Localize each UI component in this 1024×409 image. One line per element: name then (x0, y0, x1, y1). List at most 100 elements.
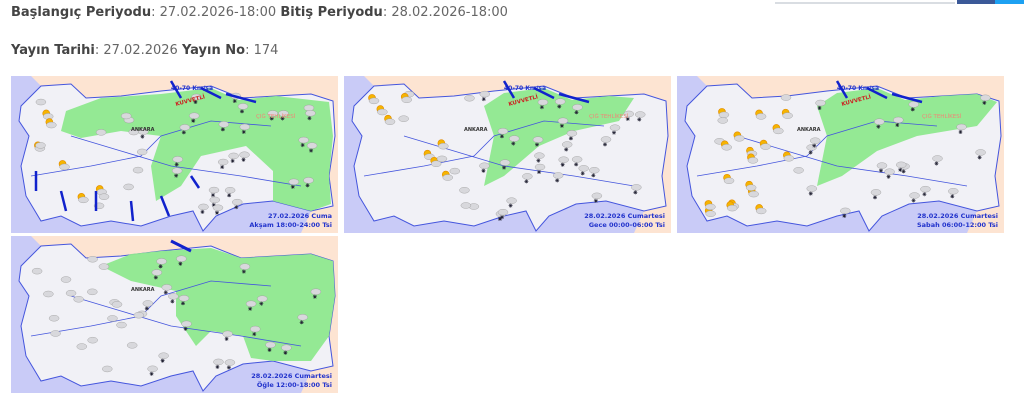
pub-date-value: 27.02.2026 (103, 43, 178, 58)
forecast-map-3[interactable]: ANKARA 40-70 Km/sa KUVVETLİ ÇIĞ TEHLİKESİ 2… (677, 76, 1004, 233)
snow-icon (812, 143, 817, 148)
start-label: Başlangıç Periyodu (11, 5, 152, 20)
snow-icon (633, 190, 638, 195)
pub-no-label: Yayın No (181, 43, 246, 58)
twitter-share-button[interactable] (995, 0, 1024, 4)
snow-icon (872, 195, 877, 200)
cloud-icon (123, 183, 134, 191)
facebook-share-button[interactable] (957, 0, 995, 4)
city-label-ankara: ANKARA (797, 127, 821, 133)
snow-icon (174, 173, 179, 178)
cloud-icon (250, 325, 261, 333)
cloud-icon (537, 99, 549, 106)
wind-arrow-icon (170, 239, 192, 253)
wind-arrow-icon (189, 175, 201, 189)
cloud-icon (60, 276, 72, 283)
snow-icon (307, 116, 312, 121)
cloud-icon (780, 94, 792, 101)
partly-cloudy-icon (727, 204, 738, 212)
forecast-map-2[interactable]: ANKARA 40-70 Km/sa KUVVETLİ ÇIĞ TEHLİKESİ 2… (344, 76, 671, 233)
cloud-icon (209, 196, 220, 204)
wind-arrow-icon (59, 190, 68, 212)
snow-icon (211, 202, 216, 207)
neighbor-countries (11, 236, 338, 393)
cloud-icon (35, 142, 46, 149)
snow-icon (911, 198, 916, 203)
cloud-icon (212, 204, 224, 211)
cloud-icon (460, 202, 472, 209)
cloud-icon (297, 314, 308, 321)
forecast-map-1[interactable]: ANKARA 40-70 Km/sa KUVVETLİ ÇIĞ TEHLİKESİ 2… (11, 76, 338, 233)
cloud-icon (464, 95, 475, 102)
snow-icon (934, 161, 939, 166)
cloud-icon (948, 188, 959, 195)
snow-icon (170, 299, 175, 304)
cloud-icon (555, 98, 566, 105)
map-date: 28.02.2026 Cumartesi (917, 212, 998, 220)
avalanche-warning-label: ÇIĞ TEHLİKESİ (589, 113, 629, 120)
cloud-icon (151, 269, 163, 276)
cloud-icon (552, 172, 564, 179)
snow-icon (220, 127, 225, 132)
snow-icon (211, 193, 216, 198)
end-label: Bitiş Periyodu (280, 5, 383, 20)
cloud-icon (239, 151, 250, 158)
cloud-icon (896, 161, 907, 169)
region-border (363, 120, 605, 177)
cloud-icon (198, 203, 209, 211)
partly-cloudy-icon (755, 207, 767, 215)
snow-icon (625, 116, 630, 121)
snow-icon (241, 157, 246, 162)
cloud-icon (136, 148, 148, 156)
snow-icon (269, 116, 274, 121)
cloud-icon (178, 295, 190, 302)
cloud-icon (908, 101, 919, 108)
snow-icon (153, 275, 158, 280)
map-caption: 28.02.2026 Cumartesi Sabah 06:00-12:00 Ts… (917, 212, 998, 230)
cloud-icon (218, 121, 230, 128)
snow-icon (508, 203, 513, 208)
warning-area (484, 88, 634, 186)
cloud-icon (558, 156, 569, 163)
cloud-icon (497, 208, 509, 216)
wind-arrow-icon (835, 80, 849, 99)
start-value: 27.02.2026-18:00 (159, 5, 277, 20)
cloud-icon (65, 289, 77, 297)
snow-icon (637, 117, 642, 122)
cloud-icon (534, 163, 546, 171)
publication-info: Yayın Tarihi: 27.02.2026 Yayın No: 174 (11, 43, 279, 58)
snow-icon (227, 193, 232, 198)
cloud-icon (158, 352, 169, 359)
cloud-icon (479, 162, 490, 169)
snow-icon (593, 198, 598, 203)
cloud-icon (95, 129, 107, 136)
partly-cloudy-icon (46, 121, 57, 129)
cloud-icon (98, 263, 110, 270)
partly-cloudy-icon (705, 203, 716, 211)
cloud-icon (499, 159, 511, 166)
wind-speed-label: 40-70 Km/sa (504, 85, 546, 92)
map-period: Akşam 18:00-24:00 Tsi (249, 221, 332, 229)
map-date: 28.02.2026 Cumartesi (584, 212, 665, 220)
cloud-icon (239, 123, 251, 131)
forecast-map-4[interactable]: ANKARA 28.02.2026 Cumartesi Öğle 12:00-18… (11, 236, 338, 393)
wind-arrow-icon (225, 92, 257, 104)
warning-area (817, 88, 997, 186)
cloud-icon (303, 104, 315, 112)
wind-arrow-icon (169, 80, 183, 99)
cloud-icon (893, 116, 904, 124)
cloud-icon (142, 300, 154, 307)
snow-icon (309, 148, 314, 153)
snow-icon (982, 100, 987, 105)
cloud-icon (176, 255, 187, 262)
cloud-icon (179, 124, 191, 131)
cloud-icon (975, 149, 986, 156)
snow-icon (241, 129, 246, 134)
partly-cloudy-icon (368, 97, 380, 105)
cloud-icon (107, 315, 118, 322)
cloud-icon (609, 124, 621, 131)
snow-icon (560, 162, 565, 167)
cloud-icon (121, 112, 132, 120)
cloud-icon (298, 136, 309, 144)
snow-icon (559, 123, 564, 128)
